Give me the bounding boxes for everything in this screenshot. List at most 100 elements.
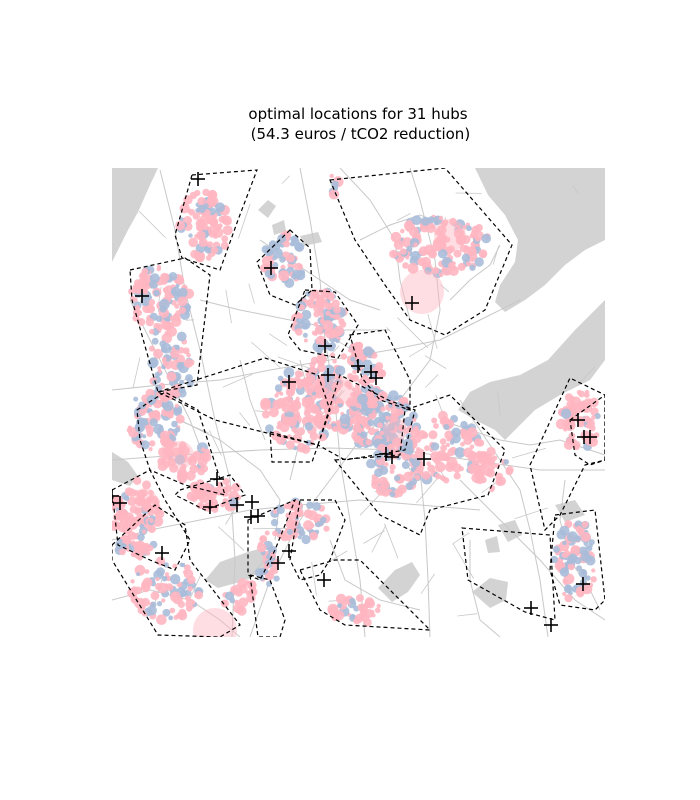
demand-point-pink bbox=[329, 314, 334, 318]
demand-point-pink bbox=[145, 504, 153, 513]
demand-point-blue bbox=[389, 491, 396, 498]
demand-point-pink bbox=[468, 246, 477, 256]
demand-point-blue bbox=[411, 458, 421, 468]
demand-point-pink bbox=[335, 611, 340, 616]
demand-point-pink bbox=[368, 427, 376, 436]
demand-point-pink bbox=[463, 436, 473, 445]
demand-point-blue bbox=[594, 413, 601, 420]
demand-point-pink bbox=[169, 607, 176, 614]
cluster-boundary bbox=[173, 474, 246, 511]
demand-point-pink bbox=[201, 452, 212, 463]
demand-point-pink bbox=[276, 424, 282, 430]
demand-point-blue bbox=[142, 434, 147, 439]
demand-point-pink bbox=[222, 225, 233, 236]
demand-point-blue bbox=[215, 202, 225, 213]
demand-point-pink bbox=[572, 404, 582, 415]
demand-point-pink bbox=[315, 410, 323, 418]
demand-point-pink bbox=[272, 530, 278, 537]
demand-point-pink bbox=[200, 447, 206, 453]
demand-point-pink bbox=[298, 304, 305, 311]
demand-point-pink bbox=[288, 405, 296, 413]
demand-point-pink bbox=[438, 272, 444, 278]
demand-point-blue bbox=[350, 356, 356, 362]
lake-south bbox=[378, 562, 420, 602]
demand-point-pink bbox=[463, 245, 470, 251]
demand-point-blue bbox=[367, 419, 375, 427]
demand-point-pink bbox=[148, 345, 155, 352]
demand-point-blue bbox=[289, 241, 295, 247]
demand-point-pink bbox=[119, 548, 126, 556]
demand-point-pink bbox=[426, 461, 432, 467]
demand-point-pink bbox=[435, 461, 446, 473]
demand-point-pink bbox=[259, 535, 266, 543]
demand-point-pink bbox=[394, 488, 404, 498]
demand-point-pink bbox=[127, 496, 137, 506]
demand-point-pink bbox=[200, 464, 209, 473]
demand-point-pink bbox=[476, 477, 484, 485]
hub-marker bbox=[244, 510, 258, 524]
cluster-boundary bbox=[461, 527, 556, 621]
demand-point-pink bbox=[160, 272, 170, 283]
demand-point-pink bbox=[325, 310, 331, 316]
hub-marker bbox=[321, 368, 335, 382]
demand-point-blue bbox=[443, 424, 450, 430]
demand-point-pink bbox=[351, 414, 363, 426]
minor-road bbox=[572, 185, 579, 195]
demand-point-blue bbox=[302, 322, 309, 330]
demand-point-pink bbox=[126, 427, 132, 433]
minor-road bbox=[248, 283, 255, 304]
minor-road bbox=[427, 313, 438, 349]
islet-1 bbox=[258, 200, 276, 218]
hub-markers bbox=[112, 172, 597, 632]
demand-point-pink bbox=[332, 359, 337, 364]
minor-road bbox=[132, 357, 141, 389]
demand-point-blue bbox=[339, 413, 351, 425]
demand-point-blue bbox=[550, 555, 559, 564]
demand-point-pink bbox=[424, 244, 435, 256]
demand-point-pink bbox=[256, 542, 267, 553]
demand-point-pink bbox=[352, 369, 357, 375]
demand-point-pink bbox=[303, 338, 308, 343]
demand-point-pink bbox=[227, 220, 232, 225]
demand-point-pink bbox=[313, 321, 319, 327]
road-segment bbox=[449, 244, 501, 301]
demand-point-pink bbox=[175, 220, 186, 231]
cluster-boundary bbox=[317, 374, 416, 461]
demand-point-blue bbox=[301, 309, 312, 320]
demand-point-pink bbox=[139, 409, 146, 416]
demand-point-pink bbox=[562, 578, 568, 584]
demand-point-blue bbox=[362, 359, 373, 370]
demand-point-pink bbox=[266, 572, 273, 579]
demand-point-pink bbox=[168, 584, 174, 590]
demand-point-pink bbox=[313, 518, 319, 523]
demand-point-pink bbox=[575, 525, 583, 533]
road-segment bbox=[199, 299, 390, 331]
demand-point-pink bbox=[140, 279, 150, 288]
demand-point-blue bbox=[137, 533, 145, 542]
demand-point-pink bbox=[230, 585, 238, 593]
demand-point-pink bbox=[562, 420, 570, 427]
minor-road bbox=[397, 317, 429, 349]
demand-point-pink bbox=[449, 217, 457, 226]
demand-point-pink bbox=[145, 551, 151, 556]
demand-point-pink bbox=[192, 212, 200, 220]
demand-point-blue bbox=[294, 242, 304, 252]
minor-road bbox=[452, 543, 474, 579]
demand-point-pink bbox=[469, 444, 475, 450]
demand-point-pink bbox=[286, 434, 292, 440]
demand-point-pink bbox=[148, 411, 155, 419]
demand-point-pink bbox=[566, 437, 573, 444]
demand-point-pink bbox=[303, 520, 314, 531]
demand-point-pink bbox=[413, 425, 419, 432]
demand-point-pink bbox=[349, 399, 357, 407]
demand-point-pink bbox=[146, 430, 153, 438]
demand-point-pink bbox=[158, 400, 163, 405]
demand-point-blue bbox=[149, 418, 158, 427]
demand-point-pink bbox=[274, 393, 279, 398]
demand-point-pink bbox=[389, 469, 395, 474]
demand-point-blue bbox=[258, 568, 266, 576]
demand-point-blue bbox=[290, 235, 299, 244]
hub-marker bbox=[112, 489, 119, 503]
demand-point-pink bbox=[405, 255, 410, 260]
demand-point-pink bbox=[313, 331, 318, 336]
